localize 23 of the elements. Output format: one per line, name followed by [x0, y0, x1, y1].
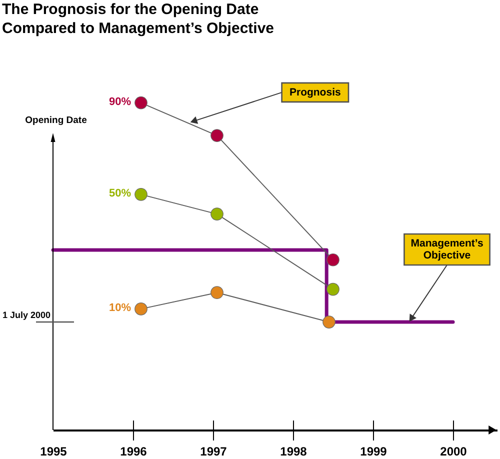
y-axis-title: Opening Date — [25, 115, 87, 126]
series-label: 90% — [108, 96, 132, 108]
point — [134, 188, 148, 201]
point — [210, 208, 224, 220]
point — [326, 282, 340, 296]
annotation: Management’s Objective — [410, 238, 484, 262]
point — [326, 253, 340, 266]
ref-line-label: 1 July 2000 — [2, 310, 50, 320]
x-tick-label: 1996 — [120, 444, 148, 458]
x-tick-label: 2000 — [440, 444, 468, 458]
point — [322, 316, 336, 328]
annotation: Prognosis — [289, 86, 341, 98]
series-label: 50% — [108, 187, 132, 200]
x-tick-label: 1999 — [360, 444, 388, 458]
x-tick-label: 1995 — [40, 444, 68, 458]
point — [134, 96, 148, 110]
point — [134, 302, 148, 316]
chart-title: The Prognosis for the Opening Date Compared to Management’s Objective — [2, 1, 274, 37]
x-tick-label: 1998 — [280, 444, 308, 458]
point — [210, 286, 224, 299]
point — [210, 129, 224, 142]
x-tick-label: 1997 — [200, 444, 228, 458]
series-label: 10% — [108, 302, 132, 314]
